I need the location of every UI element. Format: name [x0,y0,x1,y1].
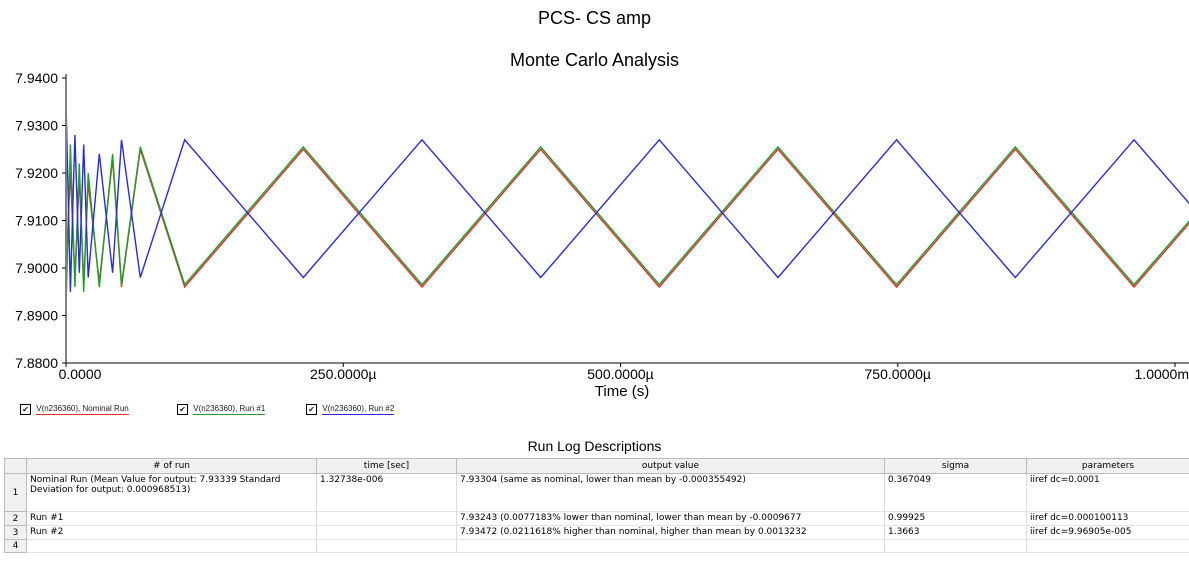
cell-run: Run #2 [26,525,317,540]
row-index[interactable]: 2 [4,511,27,526]
cell-run [26,539,317,553]
cell-output: 7.93243 (0.0077183% lower than nominal, … [456,511,885,526]
legend-item-run1[interactable]: ✔ V(n236360), Run #1 [177,404,266,415]
legend-label-run1: V(n236360), Run #1 [193,404,266,413]
run-log-table: # of run time [sec] output value sigma p… [4,458,1189,553]
legend-label-nominal: V(n236360), Nominal Run [36,404,129,413]
cell-time [316,511,457,526]
y-tick-label: 7.9300 [15,118,58,134]
x-tick-label: 750.0000µ [865,366,931,382]
cell-parameters: iiref dc=0.000100113 [1026,511,1189,526]
legend-checkbox-run1[interactable]: ✔ [177,404,188,415]
table-row[interactable]: 3 Run #2 7.93472 (0.0211618% higher than… [4,525,1189,540]
cell-sigma: 0.99925 [884,511,1027,526]
legend-item-run2[interactable]: ✔ V(n236360), Run #2 [306,404,395,415]
y-tick-label: 7.8900 [15,308,58,324]
series-line-run1 [67,144,1189,295]
cell-output [456,539,885,553]
cell-parameters: iiref dc=9.96905e-005 [1026,525,1189,540]
column-header-parameters[interactable]: parameters [1026,458,1189,474]
legend-item-nominal[interactable]: ✔ V(n236360), Nominal Run [20,404,129,415]
column-header-run[interactable]: # of run [26,458,317,474]
y-tick-label: 7.9100 [15,213,58,229]
row-index[interactable]: 1 [4,473,27,512]
run-log-title: Run Log Descriptions [527,438,662,454]
series-line-run2 [67,114,1189,292]
cell-sigma: 0.367049 [884,473,1027,512]
monte-carlo-plot: 7.9400 7.9300 7.9200 7.9100 7.9000 7.8900 7.88… [15,70,1189,400]
x-tick-label: 250.0000µ [310,366,376,382]
cell-run: Nominal Run (Mean Value for output: 7.93… [26,473,317,512]
x-tick-label: 500.0000µ [587,366,653,382]
x-tick-label: 0.0000 [59,366,102,382]
cell-sigma [884,539,1027,553]
legend-swatch-run1 [193,414,266,415]
cell-output: 7.93304 (same as nominal, lower than mea… [456,473,885,512]
cell-parameters [1026,539,1189,553]
column-header-output[interactable]: output value [456,458,885,474]
chart-title: Monte Carlo Analysis [509,50,680,70]
legend-label-run2: V(n236360), Run #2 [322,404,395,413]
row-header-corner [4,458,27,474]
run-log-header-row: # of run time [sec] output value sigma p… [4,458,1189,474]
series-line-nominal [67,148,1189,289]
table-row[interactable]: 1 Nominal Run (Mean Value for output: 7.… [4,473,1189,512]
table-row[interactable]: 4 [4,539,1189,553]
table-row[interactable]: 2 Run #1 7.93243 (0.0077183% lower than … [4,511,1189,526]
y-tick-label: 7.9200 [15,165,58,181]
column-header-time[interactable]: time [sec] [316,458,457,474]
cell-time [316,539,457,553]
cell-time [316,525,457,540]
y-tick-label: 7.8800 [15,355,58,371]
legend-checkbox-nominal[interactable]: ✔ [20,404,31,415]
y-tick-label: 7.9400 [15,70,58,86]
cell-output: 7.93472 (0.0211618% higher than nominal,… [456,525,885,540]
column-header-sigma[interactable]: sigma [884,458,1027,474]
y-tick-label: 7.9000 [15,260,58,276]
cell-sigma: 1.3663 [884,525,1027,540]
row-index[interactable]: 4 [4,539,27,553]
legend-swatch-nominal [36,414,129,415]
x-axis-label: Time (s) [595,383,649,400]
legend-swatch-run2 [322,414,395,415]
legend-checkbox-run2[interactable]: ✔ [306,404,317,415]
window-title: PCS- CS amp [537,8,652,28]
cell-parameters: iiref dc=0.0001 [1026,473,1189,512]
row-index[interactable]: 3 [4,525,27,540]
cell-run: Run #1 [26,511,317,526]
cell-time: 1.32738e-006 [316,473,457,512]
x-tick-label: 1.0000m [1135,366,1189,382]
